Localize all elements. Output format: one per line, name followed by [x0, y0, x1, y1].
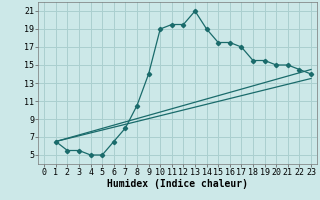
X-axis label: Humidex (Indice chaleur): Humidex (Indice chaleur): [107, 179, 248, 189]
